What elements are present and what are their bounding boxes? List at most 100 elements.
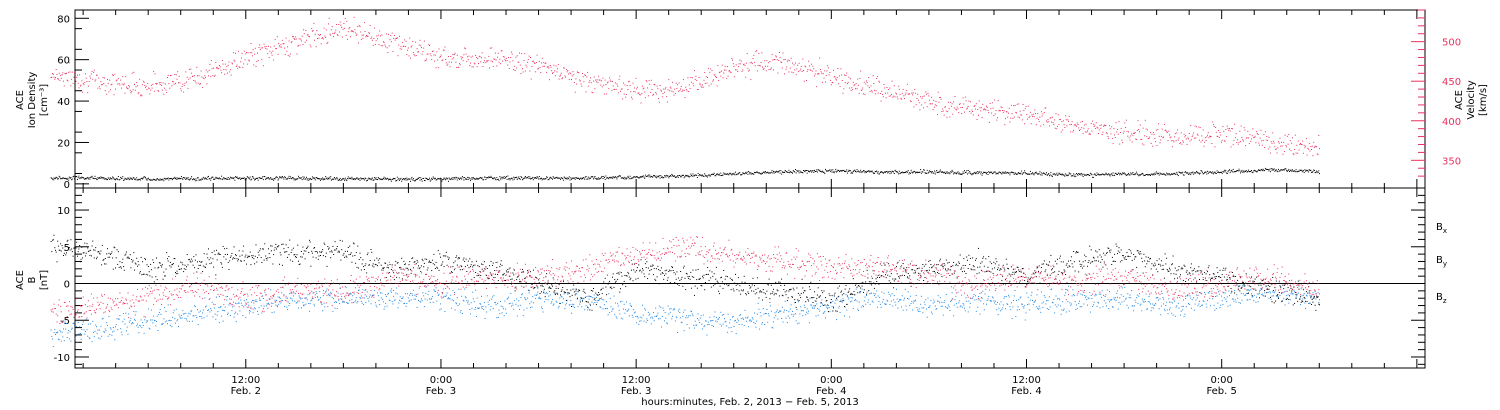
density-point <box>1050 172 1052 174</box>
velocity-point <box>698 77 700 78</box>
velocity-point <box>411 45 413 47</box>
velocity-point <box>814 75 815 77</box>
density-point <box>175 178 177 180</box>
velocity-point <box>1032 113 1034 115</box>
velocity-point <box>213 67 215 69</box>
density-point <box>716 173 718 175</box>
density-point <box>164 178 166 180</box>
density-point <box>364 177 366 179</box>
by-point <box>145 316 146 318</box>
by-point <box>760 315 762 317</box>
density-point <box>219 178 221 180</box>
density-point <box>311 176 313 178</box>
density-point <box>80 177 82 179</box>
density-point <box>811 171 813 173</box>
by-point <box>243 300 245 302</box>
velocity-point <box>167 74 169 76</box>
by-point <box>294 300 296 302</box>
density-point <box>1010 172 1012 174</box>
velocity-point <box>398 44 400 46</box>
by-point <box>134 318 135 320</box>
by-point <box>676 317 678 319</box>
velocity-point <box>103 83 105 85</box>
velocity-point <box>793 64 795 66</box>
velocity-point <box>958 112 960 114</box>
density-point <box>1270 168 1272 169</box>
by-point <box>210 308 212 310</box>
x-tick-label-date: Feb. 4 <box>816 386 846 397</box>
density-point <box>1125 174 1127 176</box>
velocity-point <box>579 80 581 82</box>
by-point <box>432 301 434 303</box>
velocity-point <box>258 47 260 49</box>
by-point <box>629 303 631 305</box>
density-point <box>1292 169 1293 171</box>
density-point <box>385 178 387 180</box>
by-point <box>157 330 159 331</box>
by-point <box>217 311 219 313</box>
density-point <box>1312 171 1314 173</box>
density-point <box>1011 171 1013 173</box>
by-point <box>516 315 518 317</box>
velocity-point <box>1319 148 1320 150</box>
density-point <box>144 176 146 178</box>
density-point <box>413 179 415 181</box>
by-point <box>491 298 493 300</box>
velocity-point <box>1246 137 1248 139</box>
velocity-point <box>117 78 119 80</box>
by-point <box>303 304 305 306</box>
density-point <box>371 177 373 179</box>
by-point <box>225 296 227 298</box>
density-point <box>310 178 312 180</box>
density-point <box>580 177 582 179</box>
density-point <box>1076 173 1077 174</box>
velocity-point <box>707 77 709 78</box>
velocity-point <box>817 73 819 75</box>
velocity-point <box>1197 134 1199 136</box>
velocity-point <box>590 82 592 84</box>
density-point <box>293 179 295 181</box>
velocity-point <box>315 46 317 48</box>
density-point <box>649 174 651 176</box>
velocity-point <box>359 25 361 27</box>
density-point <box>928 170 930 172</box>
velocity-point <box>292 36 294 38</box>
by-point <box>404 302 406 304</box>
by-point <box>905 305 907 307</box>
velocity-point <box>1275 148 1277 150</box>
by-point <box>494 302 496 304</box>
by-point <box>599 306 601 308</box>
by-point <box>292 300 294 302</box>
density-point <box>654 175 656 177</box>
density-point <box>438 178 440 180</box>
density-point <box>341 178 343 180</box>
by-point <box>90 323 92 325</box>
velocity-point <box>847 81 849 83</box>
velocity-point <box>690 77 692 78</box>
velocity-point <box>602 77 604 79</box>
density-point <box>1144 174 1146 176</box>
density-point <box>173 177 175 179</box>
density-point <box>590 176 592 178</box>
by-point <box>766 309 768 310</box>
by-point <box>106 322 108 324</box>
density-point <box>520 176 522 178</box>
by-point <box>286 306 288 308</box>
velocity-point <box>1109 128 1111 130</box>
density-point <box>1176 171 1178 173</box>
velocity-point <box>599 79 601 81</box>
density-point <box>425 177 427 179</box>
velocity-point <box>332 32 334 34</box>
velocity-point <box>1007 116 1009 118</box>
density-point <box>1087 174 1088 175</box>
velocity-point <box>573 82 575 83</box>
density-point <box>1179 172 1181 174</box>
by-point <box>139 325 141 327</box>
by-point <box>886 299 888 301</box>
by-point <box>151 319 153 321</box>
by-point <box>704 320 706 322</box>
density-point <box>613 177 615 179</box>
density-point <box>934 173 936 175</box>
density-point <box>625 178 627 180</box>
velocity-point <box>382 41 384 43</box>
